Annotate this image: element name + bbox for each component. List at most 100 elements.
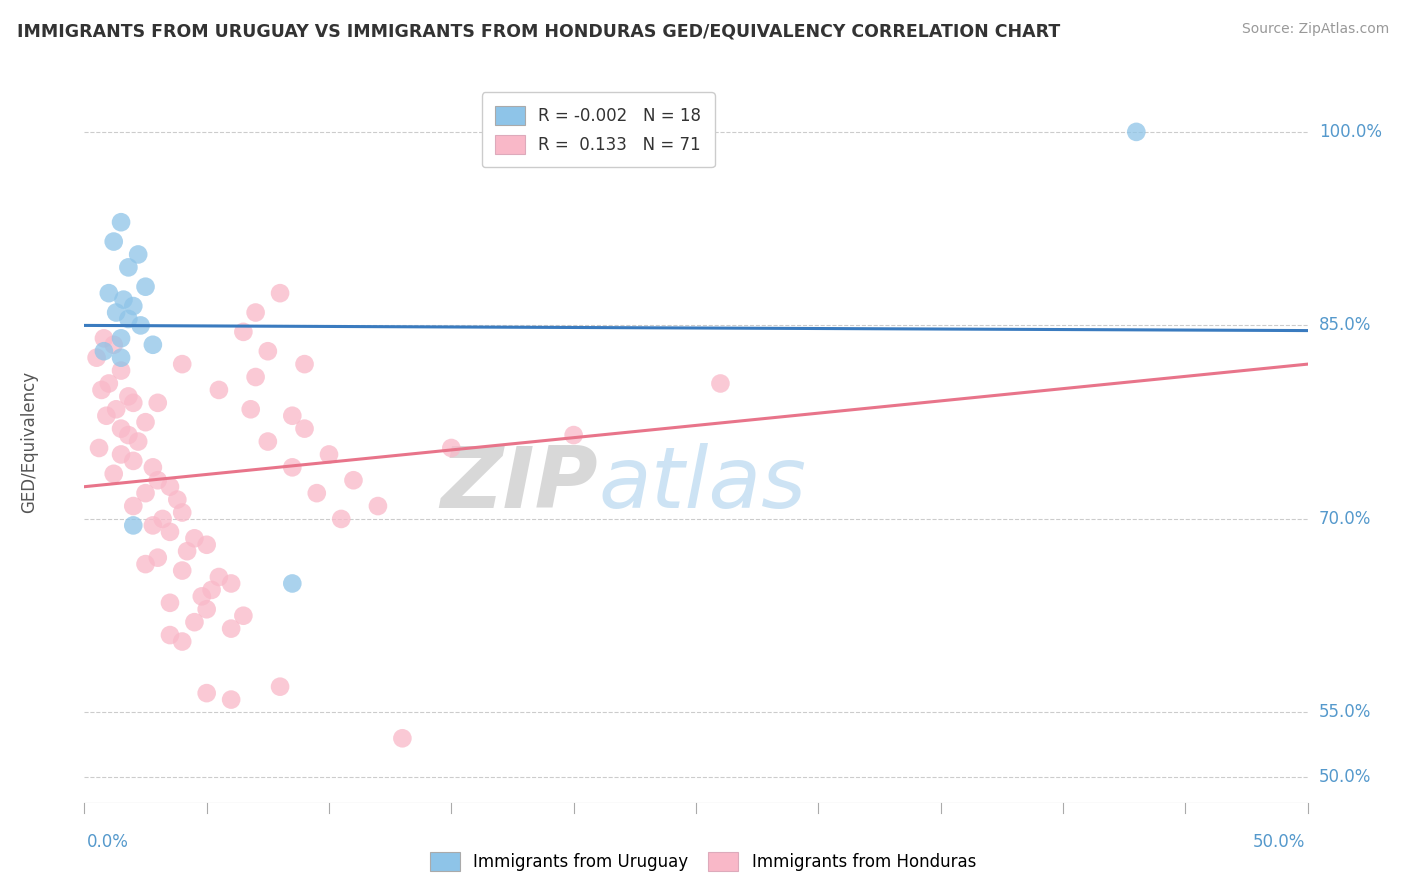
Text: 100.0%: 100.0% xyxy=(1319,123,1382,141)
Point xyxy=(97,286,120,301)
Point xyxy=(172,634,194,648)
Point xyxy=(146,396,169,410)
Point xyxy=(183,615,205,630)
Point xyxy=(105,305,128,319)
Point xyxy=(245,305,267,319)
Text: GED/Equivalency: GED/Equivalency xyxy=(20,370,38,513)
Point xyxy=(208,383,231,397)
Point xyxy=(90,383,112,397)
Point xyxy=(142,460,165,475)
Point xyxy=(103,467,125,481)
Point xyxy=(135,486,157,500)
Point xyxy=(391,731,413,746)
Point xyxy=(172,506,194,520)
Point xyxy=(232,608,254,623)
Point xyxy=(281,460,304,475)
Point xyxy=(195,538,218,552)
Point xyxy=(195,686,218,700)
Text: 70.0%: 70.0% xyxy=(1319,510,1371,528)
Point xyxy=(172,564,194,578)
Point xyxy=(93,344,115,359)
Point xyxy=(172,357,194,371)
Point xyxy=(219,576,242,591)
Point xyxy=(318,447,340,461)
Point xyxy=(93,331,115,345)
Point xyxy=(87,441,110,455)
Text: 50.0%: 50.0% xyxy=(1253,833,1305,851)
Point xyxy=(142,338,165,352)
Point xyxy=(110,363,132,377)
Point xyxy=(122,454,145,468)
Point xyxy=(208,570,231,584)
Point xyxy=(232,325,254,339)
Point xyxy=(562,428,585,442)
Point xyxy=(191,590,214,604)
Point xyxy=(245,370,267,384)
Point xyxy=(709,376,731,391)
Point xyxy=(110,422,132,436)
Point xyxy=(281,576,304,591)
Text: ZIP: ZIP xyxy=(440,443,598,526)
Point xyxy=(135,415,157,429)
Point xyxy=(239,402,262,417)
Point xyxy=(127,247,149,261)
Point xyxy=(103,235,125,249)
Point xyxy=(96,409,118,423)
Point xyxy=(367,499,389,513)
Point xyxy=(183,531,205,545)
Legend: R = -0.002   N = 18, R =  0.133   N = 71: R = -0.002 N = 18, R = 0.133 N = 71 xyxy=(482,92,714,168)
Text: atlas: atlas xyxy=(598,443,806,526)
Point xyxy=(200,582,222,597)
Point xyxy=(122,396,145,410)
Point xyxy=(257,434,280,449)
Point xyxy=(159,596,181,610)
Point xyxy=(176,544,198,558)
Text: 85.0%: 85.0% xyxy=(1319,317,1371,334)
Text: 50.0%: 50.0% xyxy=(1319,768,1371,786)
Point xyxy=(110,351,132,365)
Point xyxy=(105,402,128,417)
Text: 55.0%: 55.0% xyxy=(1319,704,1371,722)
Point xyxy=(103,338,125,352)
Point xyxy=(330,512,353,526)
Point xyxy=(146,550,169,565)
Point xyxy=(159,524,181,539)
Point xyxy=(135,279,157,293)
Point xyxy=(219,622,242,636)
Point xyxy=(129,318,152,333)
Point xyxy=(159,628,181,642)
Point xyxy=(281,409,304,423)
Point xyxy=(142,518,165,533)
Point xyxy=(195,602,218,616)
Point xyxy=(305,486,328,500)
Point xyxy=(86,351,108,365)
Point xyxy=(110,215,132,229)
Text: 0.0%: 0.0% xyxy=(87,833,129,851)
Point xyxy=(159,480,181,494)
Point xyxy=(122,499,145,513)
Point xyxy=(152,512,174,526)
Point xyxy=(112,293,135,307)
Point xyxy=(342,473,364,487)
Point xyxy=(117,389,139,403)
Point xyxy=(110,331,132,345)
Text: Source: ZipAtlas.com: Source: ZipAtlas.com xyxy=(1241,22,1389,37)
Point xyxy=(166,492,188,507)
Point xyxy=(219,692,242,706)
Point xyxy=(257,344,280,359)
Point xyxy=(294,422,316,436)
Point xyxy=(97,376,120,391)
Point xyxy=(146,473,169,487)
Point xyxy=(440,441,463,455)
Point xyxy=(122,299,145,313)
Text: IMMIGRANTS FROM URUGUAY VS IMMIGRANTS FROM HONDURAS GED/EQUIVALENCY CORRELATION : IMMIGRANTS FROM URUGUAY VS IMMIGRANTS FR… xyxy=(17,22,1060,40)
Point xyxy=(1125,125,1147,139)
Point xyxy=(117,260,139,275)
Point xyxy=(117,312,139,326)
Point xyxy=(110,447,132,461)
Point xyxy=(269,680,291,694)
Point xyxy=(294,357,316,371)
Point xyxy=(127,434,149,449)
Legend: Immigrants from Uruguay, Immigrants from Honduras: Immigrants from Uruguay, Immigrants from… xyxy=(422,843,984,880)
Point xyxy=(122,518,145,533)
